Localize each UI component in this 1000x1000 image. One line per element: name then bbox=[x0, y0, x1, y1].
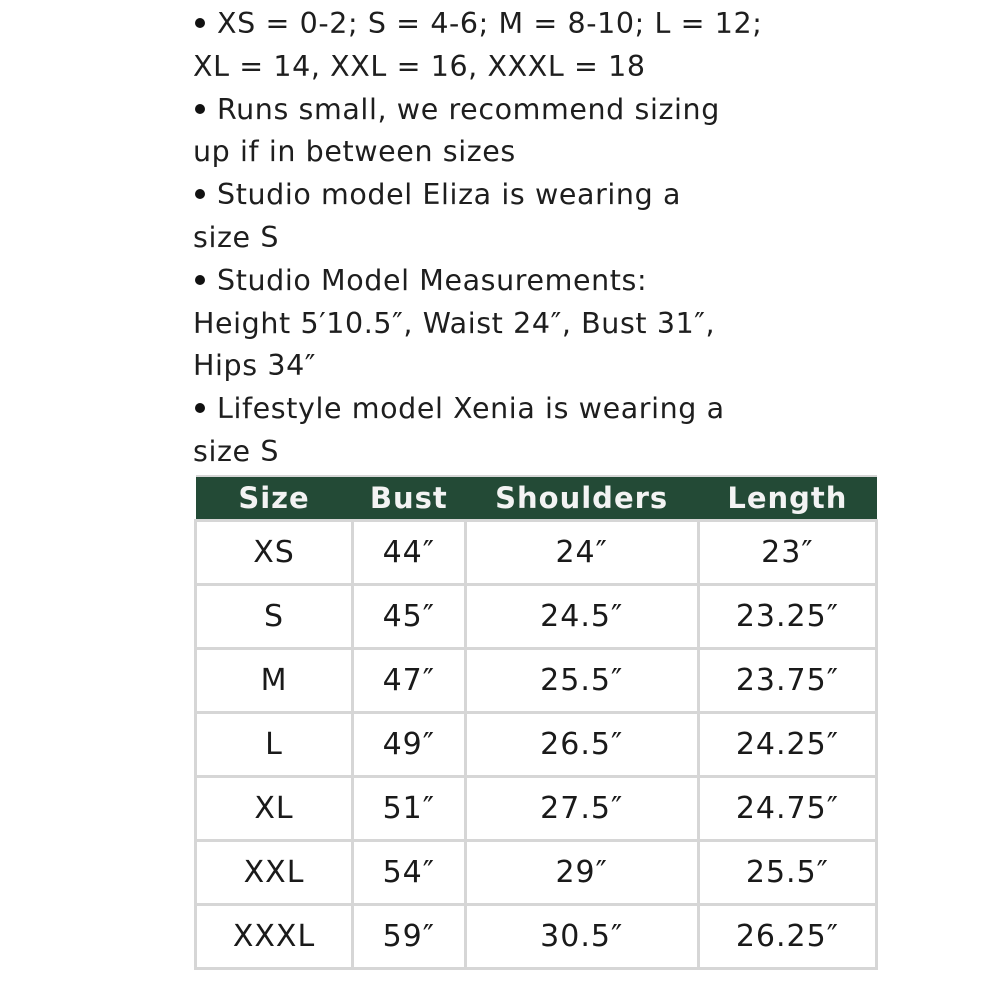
cell-bust: 47″ bbox=[351, 647, 467, 714]
cell-size: XXXL bbox=[193, 903, 355, 970]
cell-length: 25.5″ bbox=[696, 839, 879, 906]
table-row: XXXL 59″ 30.5″ 26.25″ bbox=[193, 903, 879, 970]
cell-bust: 49″ bbox=[351, 711, 467, 778]
note-text: Studio model Eliza is wearing a bbox=[217, 178, 682, 212]
header-bust: Bust bbox=[352, 475, 466, 522]
bullet-icon bbox=[195, 403, 205, 414]
bullet-icon bbox=[195, 18, 205, 28]
bullet-icon bbox=[195, 103, 205, 114]
header-size: Size bbox=[195, 475, 353, 522]
note-line: Hips 34″ bbox=[193, 345, 893, 388]
note-line: Height 5′10.5″, Waist 24″, Bust 31″, bbox=[193, 303, 893, 346]
note-line: Studio model Eliza is wearing a bbox=[193, 174, 893, 217]
note-line: Lifestyle model Xenia is wearing a bbox=[193, 388, 893, 431]
cell-shoulders: 30.5″ bbox=[463, 903, 700, 970]
table-row: XS 44″ 24″ 23″ bbox=[193, 519, 879, 586]
header-length: Length bbox=[698, 475, 877, 522]
note-line: XS = 0-2; S = 4-6; M = 8-10; L = 12; bbox=[193, 3, 893, 46]
note-text: Height 5′10.5″, Waist 24″, Bust 31″, bbox=[193, 306, 716, 340]
note-text: size S bbox=[193, 220, 280, 254]
cell-length: 26.25″ bbox=[696, 903, 879, 970]
note-line: Runs small, we recommend sizing bbox=[193, 89, 893, 132]
cell-size: M bbox=[193, 647, 355, 714]
note-line: size S bbox=[193, 217, 893, 260]
note-text: XL = 14, XXL = 16, XXXL = 18 bbox=[193, 49, 646, 83]
note-text: Lifestyle model Xenia is wearing a bbox=[217, 392, 725, 426]
cell-bust: 54″ bbox=[351, 839, 467, 906]
cell-length: 24.25″ bbox=[696, 711, 879, 778]
note-text: Studio Model Measurements: bbox=[217, 263, 648, 297]
cell-size: XS bbox=[193, 519, 355, 586]
cell-shoulders: 29″ bbox=[463, 839, 700, 906]
cell-size: L bbox=[193, 711, 355, 778]
cell-shoulders: 24.5″ bbox=[463, 583, 700, 650]
note-text: up if in between sizes bbox=[193, 135, 516, 169]
cell-size: S bbox=[193, 583, 355, 650]
note-text: size S bbox=[193, 434, 280, 468]
cell-size: XXL bbox=[193, 839, 355, 906]
note-line: XL = 14, XXL = 16, XXXL = 18 bbox=[193, 46, 893, 89]
cell-length: 24.75″ bbox=[696, 775, 879, 842]
table-row: S 45″ 24.5″ 23.25″ bbox=[193, 583, 879, 650]
cell-bust: 59″ bbox=[351, 903, 467, 970]
cell-length: 23.75″ bbox=[696, 647, 879, 714]
header-shoulders: Shoulders bbox=[465, 475, 699, 522]
cell-size: XL bbox=[193, 775, 355, 842]
note-line: Studio Model Measurements: bbox=[193, 260, 893, 303]
table-row: XL 51″ 27.5″ 24.75″ bbox=[193, 775, 879, 842]
size-notes-list: XS = 0-2; S = 4-6; M = 8-10; L = 12; XL =… bbox=[193, 0, 893, 474]
table-row: M 47″ 25.5″ 23.75″ bbox=[193, 647, 879, 714]
note-text: Runs small, we recommend sizing bbox=[217, 92, 720, 126]
cell-shoulders: 25.5″ bbox=[463, 647, 700, 714]
cell-length: 23.25″ bbox=[696, 583, 879, 650]
bullet-icon bbox=[195, 189, 205, 200]
cell-length: 23″ bbox=[696, 519, 879, 586]
table-row: XXL 54″ 29″ 25.5″ bbox=[193, 839, 879, 906]
note-text: XS = 0-2; S = 4-6; M = 8-10; L = 12; bbox=[217, 7, 763, 40]
cell-shoulders: 24″ bbox=[463, 519, 700, 586]
table-header-row: Size Bust Shoulders Length bbox=[195, 475, 877, 522]
cell-shoulders: 27.5″ bbox=[463, 775, 700, 842]
cell-bust: 45″ bbox=[351, 583, 467, 650]
cell-bust: 51″ bbox=[351, 775, 467, 842]
note-line: up if in between sizes bbox=[193, 131, 893, 174]
table-row: L 49″ 26.5″ 24.25″ bbox=[193, 711, 879, 778]
size-chart-table: Size Bust Shoulders Length XS 44″ 24″ 23″ S 4… bbox=[193, 475, 879, 970]
cell-bust: 44″ bbox=[351, 519, 467, 586]
cell-shoulders: 26.5″ bbox=[463, 711, 700, 778]
note-line: size S bbox=[193, 431, 893, 474]
bullet-icon bbox=[195, 274, 205, 285]
note-text: Hips 34″ bbox=[193, 349, 317, 383]
